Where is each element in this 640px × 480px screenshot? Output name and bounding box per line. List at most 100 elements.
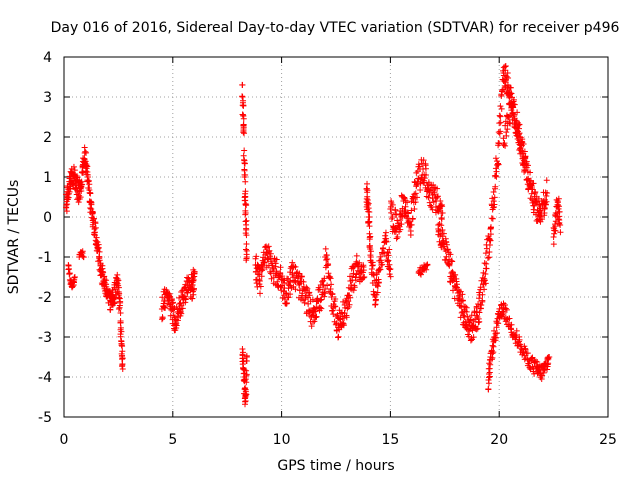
data-point bbox=[493, 168, 500, 175]
data-point bbox=[317, 304, 324, 311]
data-point bbox=[243, 217, 250, 224]
data-point bbox=[490, 349, 497, 356]
data-point bbox=[361, 274, 368, 280]
data-point bbox=[86, 181, 93, 188]
data-point bbox=[82, 158, 89, 165]
data-point bbox=[311, 318, 318, 325]
data-point bbox=[367, 254, 374, 260]
data-point bbox=[507, 120, 514, 127]
data-point bbox=[173, 322, 180, 329]
data-point bbox=[119, 366, 126, 372]
data-point bbox=[340, 298, 347, 305]
data-point bbox=[512, 123, 519, 130]
data-point bbox=[522, 154, 529, 160]
data-point bbox=[118, 328, 125, 335]
data-point bbox=[550, 234, 557, 240]
data-point bbox=[412, 199, 419, 206]
data-point bbox=[377, 253, 384, 260]
data-point bbox=[516, 336, 523, 343]
data-point bbox=[298, 273, 305, 280]
data-point bbox=[525, 360, 532, 367]
data-point bbox=[258, 273, 265, 280]
data-point bbox=[485, 370, 492, 377]
data-point bbox=[240, 366, 247, 373]
data-point bbox=[377, 266, 384, 273]
data-point bbox=[523, 158, 530, 165]
data-point bbox=[476, 309, 483, 316]
data-point bbox=[107, 306, 114, 313]
data-point bbox=[492, 183, 499, 190]
data-point bbox=[422, 165, 429, 172]
data-point bbox=[89, 209, 96, 216]
data-point bbox=[477, 284, 484, 291]
data-point bbox=[351, 282, 358, 289]
data-point bbox=[423, 171, 430, 178]
data-point bbox=[418, 269, 425, 276]
x-tick-label: 25 bbox=[599, 432, 617, 448]
data-point bbox=[473, 326, 480, 333]
data-point bbox=[539, 216, 546, 223]
data-point bbox=[66, 188, 73, 195]
data-point bbox=[463, 322, 470, 329]
data-point bbox=[530, 180, 537, 187]
data-point bbox=[287, 291, 294, 298]
data-point bbox=[389, 214, 396, 221]
data-point bbox=[348, 282, 355, 288]
data-point bbox=[243, 391, 250, 398]
data-point bbox=[159, 294, 166, 301]
data-point bbox=[316, 286, 323, 293]
data-point bbox=[117, 310, 124, 316]
y-tick-label: -4 bbox=[38, 370, 52, 386]
data-point bbox=[438, 216, 445, 223]
data-point bbox=[414, 178, 421, 185]
data-point bbox=[520, 140, 527, 147]
data-point bbox=[162, 304, 169, 311]
data-point bbox=[241, 147, 248, 154]
data-point bbox=[323, 257, 330, 264]
data-point bbox=[272, 263, 279, 270]
data-point bbox=[496, 140, 503, 147]
data-point bbox=[364, 201, 371, 208]
data-point bbox=[524, 162, 531, 169]
data-point bbox=[417, 271, 424, 278]
data-point bbox=[88, 201, 95, 208]
data-point bbox=[486, 254, 493, 261]
data-point bbox=[546, 354, 553, 360]
data-point bbox=[310, 305, 317, 312]
data-point bbox=[366, 234, 373, 241]
data-point bbox=[100, 269, 107, 276]
y-tick-label: -1 bbox=[38, 250, 52, 266]
data-point bbox=[379, 261, 386, 268]
data-point bbox=[487, 231, 494, 238]
data-point bbox=[429, 206, 436, 213]
y-tick-label: -2 bbox=[38, 290, 52, 306]
data-point bbox=[243, 240, 250, 247]
data-point bbox=[166, 290, 173, 297]
data-point bbox=[439, 226, 446, 233]
data-point bbox=[115, 277, 122, 284]
data-point bbox=[115, 284, 122, 291]
data-point bbox=[514, 109, 521, 116]
data-point bbox=[240, 113, 247, 120]
data-point bbox=[242, 207, 249, 214]
data-point bbox=[556, 203, 563, 210]
data-point bbox=[473, 303, 480, 310]
data-point bbox=[349, 273, 356, 280]
data-point bbox=[487, 237, 494, 244]
data-point bbox=[508, 321, 515, 328]
data-point bbox=[426, 188, 433, 195]
data-point bbox=[119, 355, 126, 362]
data-point bbox=[473, 312, 480, 319]
data-point bbox=[296, 282, 303, 288]
data-point bbox=[460, 312, 467, 319]
data-point bbox=[382, 229, 389, 236]
data-point bbox=[242, 376, 249, 383]
data-point bbox=[409, 215, 416, 222]
data-point bbox=[474, 325, 481, 332]
data-point bbox=[353, 271, 360, 278]
data-point bbox=[289, 271, 296, 278]
plot-frame bbox=[63, 56, 609, 418]
data-point bbox=[330, 311, 337, 318]
data-point bbox=[412, 190, 419, 197]
